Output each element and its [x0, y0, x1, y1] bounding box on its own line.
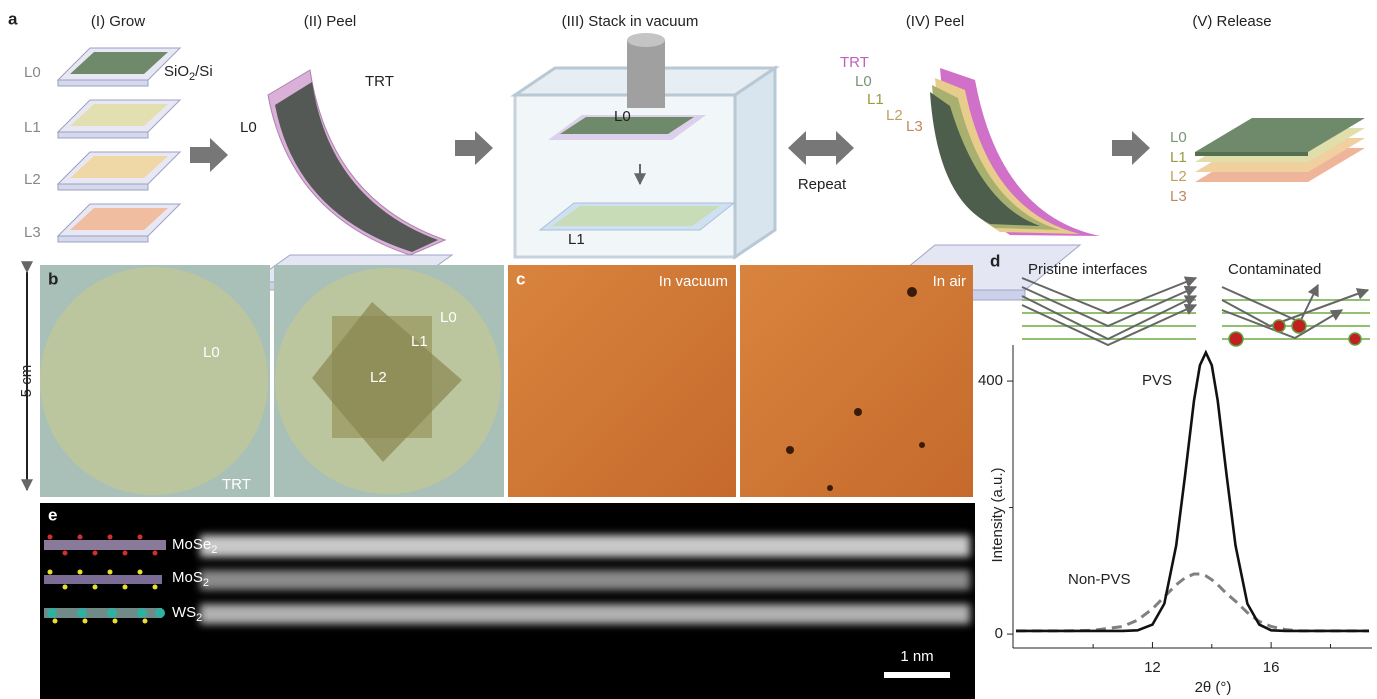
layer-label: MoSe2 [172, 536, 217, 556]
film-label: L0 [240, 119, 257, 136]
step-title: (III) Stack in vacuum [562, 13, 699, 30]
y-tick-label: 0 [995, 625, 1003, 642]
panel-label: a [8, 9, 18, 28]
scale-label: 5 cm [18, 365, 35, 398]
layer-label: L3 [1170, 188, 1187, 205]
layer-label: L2 [24, 171, 41, 188]
scale-bar [884, 672, 950, 678]
layer-label: L0 [614, 108, 631, 125]
series-label: PVS [1142, 372, 1172, 389]
layer-label: L3 [24, 224, 41, 241]
text: MoSe [172, 536, 211, 553]
stem-image [40, 503, 975, 699]
series-label: Non-PVS [1068, 571, 1131, 588]
xrd-chart: 2θ (°) Intensity (a.u.) 0 400 12 16 PVS Non-P… [978, 345, 1372, 696]
step-title: (II) Peel [304, 13, 357, 30]
afm-image [508, 265, 736, 497]
stack-drawing [515, 33, 775, 257]
stem-bands [200, 535, 970, 624]
figure: a (I) Grow (II) Peel (III) Stack in vacu… [0, 0, 1377, 699]
substrate-label: SiO2/Si [164, 63, 213, 83]
release-drawing [1195, 118, 1365, 182]
layer-label: L0 [855, 73, 872, 90]
film-label: TRT [365, 73, 394, 90]
text: SiO [164, 63, 189, 80]
layer-label: L2 [886, 107, 903, 124]
condition-label: In air [933, 273, 966, 290]
panel-label: d [990, 251, 1000, 270]
y-tick-label: 400 [978, 372, 1003, 389]
step-title: (V) Release [1192, 13, 1271, 30]
layer-label: L2 [1170, 168, 1187, 185]
subscript: 2 [196, 612, 202, 624]
schematic-title: Contaminated [1228, 261, 1321, 278]
wafer [40, 267, 268, 495]
text: /Si [195, 63, 213, 80]
layer-label: L1 [568, 231, 585, 248]
step-title: (I) Grow [91, 13, 145, 30]
contaminants [1229, 319, 1361, 346]
panel-label: b [48, 269, 58, 288]
grow-plates [58, 48, 180, 242]
layer-label: L1 [411, 333, 428, 350]
series-line [1016, 353, 1369, 631]
layer-label: L0 [203, 344, 220, 361]
repeat-label: Repeat [798, 176, 847, 193]
layer-label: L1 [24, 119, 41, 136]
layer-label: L1 [867, 91, 884, 108]
x-tick-label: 12 [1144, 659, 1161, 676]
condition-label: In vacuum [659, 273, 728, 290]
x-tick-label: 16 [1263, 659, 1280, 676]
layer-label: L1 [1170, 149, 1187, 166]
layer-label: L0 [24, 64, 41, 81]
peel-drawing [252, 70, 452, 290]
text: MoS [172, 569, 203, 586]
layer-label: L0 [440, 309, 457, 326]
panel-label: c [516, 269, 525, 288]
atom-models [44, 535, 166, 624]
layer-label: TRT [840, 54, 869, 71]
layer-label: L2 [370, 369, 387, 386]
text: WS [172, 604, 196, 621]
step-title: (IV) Peel [906, 13, 964, 30]
subscript: 2 [211, 544, 217, 556]
y-axis-label: Intensity (a.u.) [989, 467, 1006, 562]
layer-label: L3 [906, 118, 923, 135]
x-axis-label: 2θ (°) [1195, 679, 1232, 696]
layer-label: TRT [222, 476, 251, 493]
scale-label: 1 nm [900, 648, 933, 665]
afm-image [740, 265, 973, 497]
panel-label: e [48, 505, 57, 524]
layer-label: L0 [1170, 129, 1187, 146]
subscript: 2 [203, 577, 209, 589]
schematic-title: Pristine interfaces [1028, 261, 1147, 278]
rays [1022, 278, 1368, 345]
